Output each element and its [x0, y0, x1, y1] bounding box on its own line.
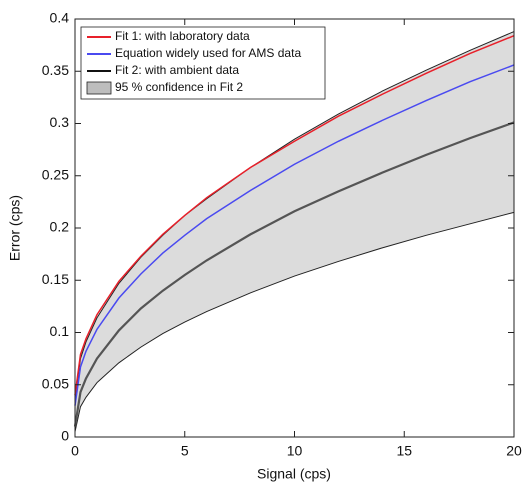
x-tick-label: 10 — [287, 443, 303, 459]
y-tick-label: 0.05 — [42, 375, 69, 391]
y-tick-label: 0.2 — [50, 219, 70, 235]
x-tick-label: 15 — [396, 443, 412, 459]
series-line — [74, 35, 515, 396]
y-tick-label: 0.15 — [42, 271, 69, 287]
x-tick-label: 0 — [71, 443, 79, 459]
y-tick-label: 0.25 — [42, 166, 69, 182]
series-line — [74, 64, 515, 406]
y-tick-label: 0.4 — [50, 10, 70, 26]
x-tick-label: 20 — [506, 443, 522, 459]
legend-label: 95 % confidence in Fit 2 — [115, 80, 243, 94]
band-lower-edge — [74, 211, 515, 432]
y-axis-label: Error (cps) — [7, 195, 23, 261]
legend-swatch — [86, 81, 112, 95]
series-line — [73, 121, 515, 427]
legend-box — [80, 26, 326, 100]
y-tick-label: 0 — [61, 428, 69, 444]
legend-label: Fit 2: with ambient data — [115, 63, 239, 77]
confidence-band — [75, 31, 514, 432]
y-tick-label: 0.3 — [50, 114, 70, 130]
legend: Fit 1: with laboratory data Equation wide… — [80, 26, 326, 100]
legend-label: Equation widely used for AMS data — [115, 46, 301, 60]
y-tick-label: 0.1 — [50, 323, 70, 339]
x-axis-label: Signal (cps) — [257, 466, 331, 482]
x-tick-label: 5 — [181, 443, 189, 459]
y-tick-label: 0.35 — [42, 62, 69, 78]
legend-label: Fit 1: with laboratory data — [115, 29, 250, 43]
